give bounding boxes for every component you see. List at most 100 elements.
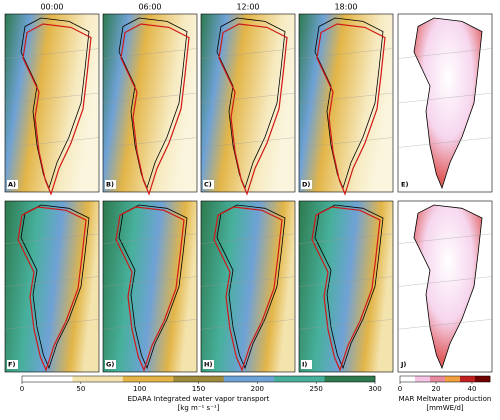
- colorbar-segment: [430, 376, 446, 382]
- map-panel: [298, 13, 394, 193]
- contour-line: [115, 206, 185, 372]
- colorbar-segment: [475, 376, 491, 382]
- contour-line: [17, 206, 87, 372]
- contour-line: [213, 206, 283, 372]
- greenland-outline: [413, 204, 483, 370]
- map-panel: [102, 200, 198, 373]
- graticule: [102, 276, 198, 287]
- contour-line: [120, 23, 190, 196]
- colorbar-tick-label: 0: [20, 385, 24, 393]
- colorbar-segment: [122, 376, 174, 382]
- colorbar-tick-label: 20: [432, 385, 441, 393]
- graticule: [4, 92, 100, 104]
- column-header: 18:00: [334, 3, 357, 12]
- panel-label: B): [106, 181, 114, 189]
- colorbar-segment: [72, 376, 124, 382]
- contour-line: [311, 206, 381, 372]
- panel-label-box: [105, 360, 116, 369]
- graticule: [298, 92, 394, 104]
- colorbar-segment: [415, 376, 431, 382]
- graticule: [298, 233, 394, 244]
- map-panel: [102, 13, 198, 193]
- greenland-outline: [216, 204, 286, 370]
- greenland-outline: [118, 17, 188, 190]
- colorbar-segment: [223, 376, 275, 382]
- panel-label: G): [106, 361, 114, 369]
- contour-line: [218, 23, 288, 196]
- panel-label: E): [401, 181, 408, 189]
- map-panel: [200, 200, 296, 373]
- graticule: [102, 92, 198, 104]
- colorbar-tick-label: 300: [368, 385, 381, 393]
- graticule: [4, 48, 100, 59]
- panel-label: H): [204, 361, 212, 369]
- colorbar-tick-label: 150: [192, 385, 205, 393]
- graticule: [397, 92, 493, 104]
- graticule: [200, 233, 296, 244]
- graticule: [397, 276, 493, 287]
- colorbar-tick-label: 40: [468, 385, 477, 393]
- colorbar-segment: [324, 376, 376, 382]
- column-header: 12:00: [236, 3, 259, 12]
- graticule: [102, 48, 198, 59]
- colorbar-tick-label: 250: [309, 385, 322, 393]
- panel-label-box: [105, 180, 116, 189]
- contour-line: [316, 23, 386, 196]
- panel-label-box: [400, 180, 411, 189]
- colorbar-label: MAR Meltwater production: [399, 395, 492, 403]
- colorbar-unit: [mmWE/d]: [426, 404, 464, 412]
- panel-label: I): [302, 361, 307, 369]
- graticule: [298, 48, 394, 59]
- panel-label-box: [301, 180, 312, 189]
- greenland-outline: [118, 204, 188, 370]
- graticule: [298, 276, 394, 287]
- colorbar-label: EDARA Integrated water vapor transport: [128, 395, 270, 403]
- panel-label-box: [301, 360, 312, 369]
- greenland-outline: [20, 204, 90, 370]
- graticule: [102, 137, 198, 148]
- panel-label: F): [8, 361, 15, 369]
- map-panel: [200, 13, 296, 193]
- panel-label: J): [400, 361, 406, 369]
- contour-line: [22, 23, 92, 196]
- graticule: [397, 48, 493, 59]
- graticule: [200, 137, 296, 148]
- colorbar-segment: [445, 376, 461, 382]
- graticule: [397, 137, 493, 148]
- colorbar-tick-label: 50: [76, 385, 85, 393]
- colorbar-unit: [kg m⁻¹ s⁻¹]: [178, 404, 220, 412]
- column-header: 06:00: [138, 3, 161, 12]
- colorbar-segment: [22, 376, 73, 382]
- graticule: [4, 276, 100, 287]
- graticule: [298, 137, 394, 148]
- map-panel: [4, 13, 100, 193]
- greenland-outline: [216, 17, 286, 190]
- graticule: [200, 92, 296, 104]
- graticule: [397, 319, 493, 330]
- panel-label-box: [203, 180, 214, 189]
- panel-label-box: [7, 180, 18, 189]
- greenland-outline: [20, 17, 90, 190]
- panel-label-box: [7, 360, 18, 369]
- colorbar-segment: [400, 376, 416, 382]
- colorbar-frame: [399, 375, 491, 383]
- panel-label: A): [8, 181, 16, 189]
- colorbar-tick-label: 200: [251, 385, 264, 393]
- panel-label-box: [400, 360, 411, 369]
- graticule: [102, 233, 198, 244]
- graticule: [4, 319, 100, 330]
- panel-label-box: [203, 360, 214, 369]
- colorbar-tick-label: 100: [133, 385, 146, 393]
- colorbar-segment: [173, 376, 225, 382]
- graticule: [4, 137, 100, 148]
- map-panel: [298, 200, 394, 373]
- graticule: [4, 233, 100, 244]
- graticule: [102, 319, 198, 330]
- greenland-outline: [413, 17, 483, 190]
- graticule: [200, 276, 296, 287]
- graticule: [397, 233, 493, 244]
- greenland-outline: [314, 204, 384, 370]
- colorbar-segment: [274, 376, 325, 382]
- greenland-outline: [314, 17, 384, 190]
